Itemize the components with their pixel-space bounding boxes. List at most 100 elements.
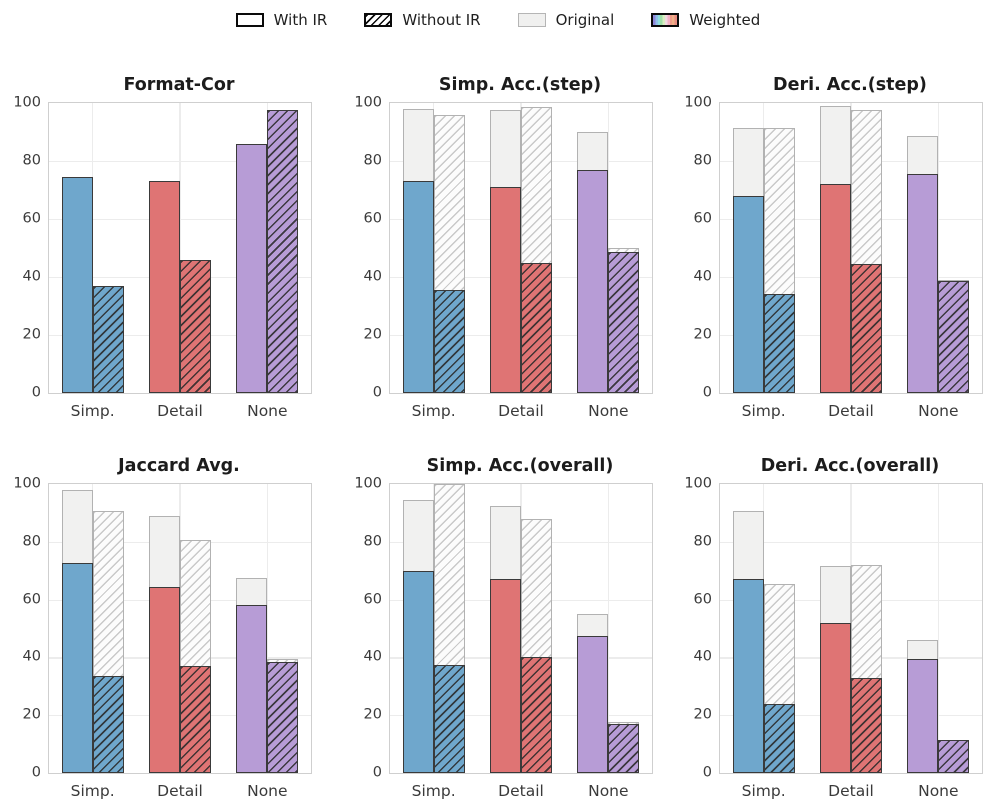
bar-weighted-without-ir — [608, 252, 640, 393]
bar-weighted-without-ir — [938, 739, 970, 773]
y-tick-label: 100 — [13, 94, 41, 111]
x-tick-label: Detail — [157, 402, 203, 420]
bar-weighted-with-ir — [149, 181, 180, 393]
x-tick-label: Detail — [828, 402, 874, 420]
y-tick-label: 20 — [363, 706, 382, 723]
bar-weighted-with-ir — [402, 570, 434, 773]
bar-weighted-without-ir — [763, 703, 795, 773]
y-tick-label: 20 — [22, 326, 41, 343]
bar-weighted-without-ir — [938, 281, 970, 393]
legend-item-original: Original — [517, 11, 614, 29]
y-tick-label: 80 — [363, 533, 382, 550]
legend: With IR Without IR Original Weighted — [0, 11, 996, 29]
chart-title: Jaccard Avg. — [118, 456, 240, 476]
y-tick-label: 80 — [22, 152, 41, 169]
y-tick-label: 100 — [684, 475, 712, 492]
bar-weighted-without-ir — [521, 657, 552, 773]
bar-weighted-with-ir — [236, 605, 268, 773]
bar-weighted-without-ir — [92, 285, 124, 393]
x-tick-label: None — [918, 782, 959, 800]
bar-weighted-without-ir — [267, 661, 299, 773]
chart-title: Deri. Acc.(step) — [773, 75, 927, 95]
bar-weighted-with-ir — [732, 195, 764, 393]
bar-weighted-without-ir — [180, 666, 211, 773]
x-tick-label: None — [247, 782, 288, 800]
bar-weighted-with-ir — [61, 176, 93, 393]
bar-weighted-without-ir — [433, 664, 465, 773]
x-tick-label: Detail — [157, 782, 203, 800]
x-tick-label: Detail — [498, 782, 544, 800]
x-tick-label: Simp. — [70, 402, 115, 420]
plot-area: 0 20 40 60 80 100 Simp. Detail None — [354, 95, 653, 420]
y-tick-label: 80 — [693, 152, 712, 169]
bar-weighted-with-ir — [820, 184, 851, 393]
gridline — [92, 103, 94, 393]
y-tick-label: 40 — [363, 268, 382, 285]
y-tick-label: 100 — [13, 475, 41, 492]
bar-weighted-with-ir — [820, 622, 851, 773]
bar-weighted-without-ir — [267, 110, 299, 393]
y-tick-label: 100 — [684, 94, 712, 111]
y-tick-label: 60 — [363, 210, 382, 227]
bar-weighted-without-ir — [433, 290, 465, 393]
chart-title: Format-Cor — [123, 75, 235, 95]
plot-area: 0 20 40 60 80 100 Simp. Detail None — [684, 476, 983, 800]
x-tick-label: Simp. — [741, 402, 786, 420]
bar-weighted-with-ir — [149, 586, 180, 773]
bar-weighted-with-ir — [577, 635, 609, 773]
y-tick-label: 0 — [702, 764, 712, 781]
chart-title: Deri. Acc.(overall) — [760, 456, 940, 476]
y-tick-label: 0 — [702, 384, 712, 401]
legend-label: Weighted — [689, 11, 761, 29]
bar-weighted-without-ir — [608, 723, 640, 773]
bar-weighted-without-ir — [92, 676, 124, 773]
weighted-swatch-icon — [651, 13, 680, 27]
chart-simp-acc-step: Simp. Acc.(step) 0 20 40 60 80 100 Simp. Detail… — [354, 75, 653, 420]
plot-area: 0 20 40 60 80 100 Simp. Detail None — [354, 476, 653, 800]
bar-weighted-with-ir — [907, 174, 939, 393]
bar-weighted-with-ir — [907, 658, 939, 773]
y-tick-label: 100 — [354, 475, 382, 492]
bar-weighted-with-ir — [61, 563, 93, 773]
bar-weighted-with-ir — [490, 579, 521, 773]
y-tick-label: 20 — [22, 706, 41, 723]
y-tick-label: 0 — [31, 764, 41, 781]
bar-weighted-with-ir — [732, 579, 764, 773]
x-tick-label: Simp. — [741, 782, 786, 800]
legend-item-weighted: Weighted — [651, 11, 760, 29]
chart-format-cor: Format-Cor 0 20 40 60 80 100 Simp. Detail None — [13, 75, 312, 420]
y-tick-label: 20 — [693, 326, 712, 343]
plot-area: 0 20 40 60 80 100 Simp. Detail None — [13, 95, 312, 420]
bar-weighted-with-ir — [490, 187, 521, 393]
y-tick-label: 40 — [22, 268, 41, 285]
x-tick-label: Detail — [498, 402, 544, 420]
y-tick-label: 60 — [693, 591, 712, 608]
y-tick-label: 20 — [693, 706, 712, 723]
legend-item-without-ir: Without IR — [364, 11, 481, 29]
original-swatch-icon — [517, 13, 546, 27]
bar-weighted-without-ir — [851, 677, 882, 773]
y-tick-label: 20 — [363, 326, 382, 343]
y-tick-label: 80 — [22, 533, 41, 550]
chart-deri-acc-overall: Deri. Acc.(overall) 0 20 40 60 80 100 Simp. Det… — [684, 456, 983, 800]
y-tick-label: 0 — [31, 384, 41, 401]
x-tick-label: Simp. — [70, 782, 115, 800]
chart-title: Simp. Acc.(overall) — [426, 456, 614, 476]
x-tick-label: None — [247, 402, 288, 420]
y-tick-label: 40 — [363, 649, 382, 666]
y-tick-label: 100 — [354, 94, 382, 111]
legend-item-with-ir: With IR — [235, 11, 327, 29]
x-tick-label: None — [588, 402, 629, 420]
chart-title: Simp. Acc.(step) — [438, 75, 602, 95]
y-tick-label: 60 — [693, 210, 712, 227]
bar-weighted-without-ir — [521, 262, 552, 393]
x-tick-label: None — [918, 402, 959, 420]
y-tick-label: 60 — [363, 591, 382, 608]
x-tick-label: Simp. — [411, 402, 456, 420]
legend-label: Without IR — [402, 11, 481, 29]
chart-deri-acc-step: Deri. Acc.(step) 0 20 40 60 80 100 Simp. Detail… — [684, 75, 983, 420]
without-ir-swatch-icon — [364, 13, 393, 27]
with-ir-swatch-icon — [235, 13, 264, 27]
y-tick-label: 40 — [693, 649, 712, 666]
